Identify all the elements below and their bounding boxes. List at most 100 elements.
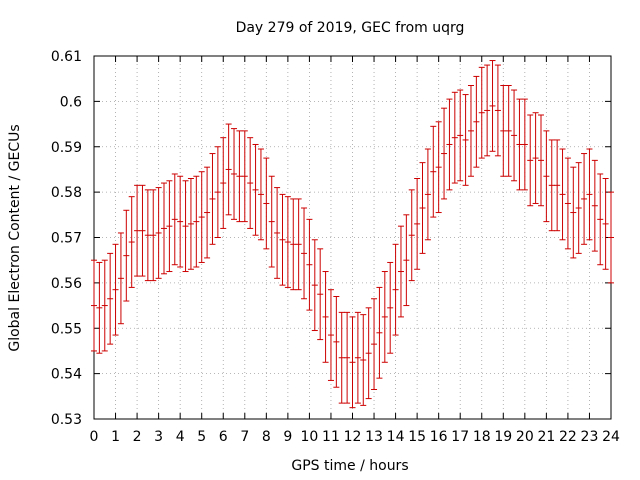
data-point xyxy=(441,107,448,200)
data-point xyxy=(295,198,302,291)
data-point xyxy=(581,153,588,245)
data-point xyxy=(279,193,286,286)
data-point xyxy=(236,130,243,223)
data-point xyxy=(182,180,189,273)
data-point xyxy=(290,198,297,291)
axes: 0 1 2 3 4 5 6 7 8 9 10 11 12 13 14 15 16 17 18 19 20 21 22 23 24… xyxy=(51,49,620,445)
data-point xyxy=(327,289,334,381)
data-point xyxy=(161,182,168,275)
data-point xyxy=(117,232,124,325)
data-point xyxy=(537,114,544,207)
x-tick-label: 4 xyxy=(176,429,185,445)
x-tick-label: 14 xyxy=(387,429,405,445)
x-tick-label: 11 xyxy=(322,429,340,445)
data-point xyxy=(591,159,598,252)
data-point xyxy=(548,139,555,232)
data-point xyxy=(306,218,313,311)
data-point xyxy=(446,98,453,191)
data-point xyxy=(150,189,157,282)
x-tick-label: 12 xyxy=(344,429,362,445)
y-tick-label: 0.54 xyxy=(51,367,82,383)
y-tick-label: 0.57 xyxy=(51,231,82,247)
data-point xyxy=(457,89,464,182)
x-tick-label: 19 xyxy=(494,429,512,445)
data-point xyxy=(397,225,404,318)
data-point xyxy=(467,84,474,177)
x-tick-label: 16 xyxy=(430,429,448,445)
data-point xyxy=(365,307,372,400)
data-point xyxy=(123,209,130,302)
x-axis-label: GPS time / hours xyxy=(291,458,408,474)
y-tick-label: 0.55 xyxy=(51,321,82,337)
chart-title: Day 279 of 2019, GEC from uqrg xyxy=(236,20,465,36)
y-tick-label: 0.58 xyxy=(51,185,82,201)
data-point xyxy=(462,94,469,186)
data-point xyxy=(511,89,518,182)
y-tick-label: 0.61 xyxy=(51,49,82,65)
data-point xyxy=(177,175,184,268)
data-point xyxy=(500,84,507,177)
data-point xyxy=(478,66,485,159)
x-tick-label: 15 xyxy=(408,429,426,445)
x-tick-label: 21 xyxy=(537,429,555,445)
x-tick-label: 5 xyxy=(197,429,206,445)
data-point xyxy=(424,148,431,241)
data-point xyxy=(274,187,281,279)
data-point xyxy=(263,157,270,250)
data-point xyxy=(559,148,566,241)
data-point xyxy=(354,311,361,404)
x-tick-label: 2 xyxy=(133,429,142,445)
data-point xyxy=(209,153,216,245)
data-point xyxy=(252,143,259,236)
data-point xyxy=(225,123,232,216)
data-point xyxy=(527,114,534,207)
x-tick-label: 6 xyxy=(219,429,228,445)
data-point xyxy=(564,157,571,250)
data-point xyxy=(317,248,324,341)
data-point xyxy=(204,166,211,259)
data-point xyxy=(257,148,264,241)
data-point xyxy=(376,286,383,379)
data-point xyxy=(155,187,162,279)
data-point xyxy=(505,84,512,177)
data-series xyxy=(91,60,614,409)
data-point xyxy=(128,196,135,288)
x-tick-label: 9 xyxy=(283,429,292,445)
y-axis-label: Global Electron Content / GECUs xyxy=(7,124,23,351)
data-point xyxy=(284,196,291,288)
data-point xyxy=(608,191,614,284)
data-point xyxy=(96,261,103,354)
data-point xyxy=(419,162,426,254)
data-point xyxy=(344,311,351,404)
x-tick-label: 22 xyxy=(559,429,577,445)
data-point xyxy=(570,166,577,259)
data-point xyxy=(484,64,491,157)
data-point xyxy=(214,146,221,238)
x-tick-label: 0 xyxy=(90,429,99,445)
data-point xyxy=(107,252,114,345)
data-point xyxy=(166,180,173,273)
data-point xyxy=(139,184,146,277)
x-tick-label: 23 xyxy=(581,429,599,445)
data-point xyxy=(597,173,604,266)
data-point xyxy=(112,243,119,336)
x-tick-label: 10 xyxy=(301,429,319,445)
data-point xyxy=(473,75,480,168)
data-point xyxy=(301,207,308,300)
y-tick-label: 0.56 xyxy=(51,276,82,292)
data-point xyxy=(403,214,410,307)
data-point xyxy=(381,271,388,363)
data-point xyxy=(414,178,421,270)
y-tick-label: 0.59 xyxy=(51,140,82,156)
x-tick-label: 1 xyxy=(111,429,120,445)
x-tick-label: 24 xyxy=(602,429,620,445)
data-point xyxy=(387,261,394,354)
x-tick-label: 18 xyxy=(473,429,491,445)
data-point xyxy=(371,298,378,391)
data-point xyxy=(543,130,550,223)
data-point xyxy=(435,121,442,214)
data-point xyxy=(193,175,200,268)
data-point xyxy=(268,175,275,268)
data-point xyxy=(333,295,340,388)
y-tick-label: 0.6 xyxy=(60,94,82,110)
